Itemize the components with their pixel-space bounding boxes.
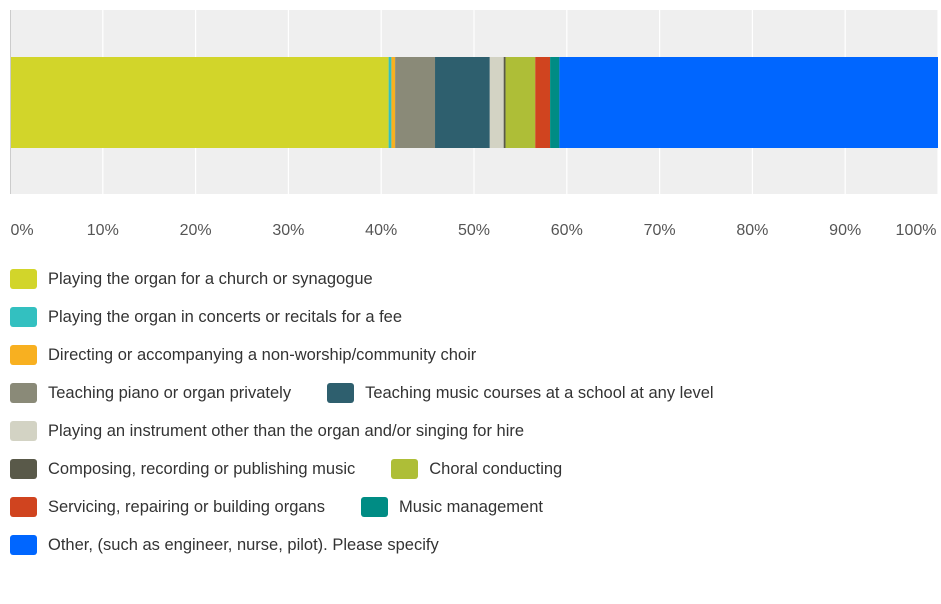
- bar-segment[interactable]: [395, 57, 436, 148]
- x-tick-label: 60%: [550, 222, 583, 239]
- legend-label: Servicing, repairing or building organs: [48, 497, 325, 516]
- legend-row: Playing the organ for a church or synago…: [10, 268, 935, 290]
- legend-label: Playing an instrument other than the org…: [48, 421, 525, 440]
- bar-segment[interactable]: [503, 57, 506, 148]
- legend-item-composing[interactable]: Composing, recording or publishing music: [10, 459, 355, 479]
- x-tick-label: 30%: [272, 222, 305, 239]
- bar-segment[interactable]: [550, 57, 560, 148]
- legend-label: Other, (such as engineer, nurse, pilot).…: [48, 535, 439, 554]
- legend-label: Playing the organ for a church or synago…: [48, 269, 373, 288]
- legend-item-private-teaching[interactable]: Teaching piano or organ privately: [10, 383, 291, 403]
- x-tick-label: 40%: [365, 222, 398, 239]
- legend-item-concert-organ[interactable]: Playing the organ in concerts or recital…: [10, 307, 402, 327]
- legend-swatch: [10, 535, 37, 555]
- legend: Playing the organ for a church or synago…: [10, 268, 935, 572]
- legend-label: Choral conducting: [429, 459, 563, 478]
- legend-swatch: [10, 497, 37, 517]
- bar-segment[interactable]: [10, 57, 389, 148]
- legend-label: Music management: [399, 497, 543, 516]
- bar-segment[interactable]: [559, 57, 938, 148]
- legend-label: Directing or accompanying a non-worship/…: [48, 345, 477, 364]
- legend-row: Directing or accompanying a non-worship/…: [10, 344, 935, 366]
- legend-swatch: [10, 421, 37, 441]
- x-tick-label: 0%: [10, 222, 34, 239]
- legend-swatch: [10, 459, 37, 479]
- legend-swatch: [10, 383, 37, 403]
- legend-label: Teaching piano or organ privately: [48, 383, 292, 402]
- legend-item-school-teaching[interactable]: Teaching music courses at a school at an…: [327, 383, 714, 403]
- legend-row: Servicing, repairing or building organs …: [10, 496, 935, 518]
- legend-swatch: [10, 345, 37, 365]
- bar-segment[interactable]: [489, 57, 504, 148]
- bar-segment[interactable]: [505, 57, 536, 148]
- x-tick-label: 80%: [736, 222, 769, 239]
- x-tick-label: 70%: [643, 222, 676, 239]
- bar-segment[interactable]: [391, 57, 396, 148]
- x-tick-label: 50%: [457, 222, 491, 239]
- x-tick-label: 10%: [86, 222, 119, 239]
- legend-row: Composing, recording or publishing music…: [10, 458, 935, 480]
- x-tick-label: 20%: [179, 222, 212, 239]
- legend-item-choral-conducting[interactable]: Choral conducting: [391, 459, 562, 479]
- legend-label: Composing, recording or publishing music: [48, 459, 356, 478]
- legend-swatch: [361, 497, 388, 517]
- legend-swatch: [10, 307, 37, 327]
- legend-item-other[interactable]: Other, (such as engineer, nurse, pilot).…: [10, 535, 439, 555]
- legend-row: Playing the organ in concerts or recital…: [10, 306, 935, 328]
- bar-segment[interactable]: [388, 57, 392, 148]
- legend-label: Teaching music courses at a school at an…: [365, 383, 714, 402]
- legend-item-organ-servicing[interactable]: Servicing, repairing or building organs: [10, 497, 325, 517]
- x-tick-label: 90%: [829, 222, 862, 239]
- legend-item-community-choir[interactable]: Directing or accompanying a non-worship/…: [10, 345, 476, 365]
- legend-item-music-management[interactable]: Music management: [361, 497, 543, 517]
- legend-row: Playing an instrument other than the org…: [10, 420, 935, 442]
- legend-row: Teaching piano or organ privately Teachi…: [10, 382, 935, 404]
- bar-segment[interactable]: [535, 57, 551, 148]
- legend-swatch: [391, 459, 419, 479]
- bar-segment[interactable]: [435, 57, 490, 148]
- legend-swatch: [327, 383, 355, 403]
- legend-item-church-organ[interactable]: Playing the organ for a church or synago…: [10, 269, 373, 289]
- bar-segments: [10, 57, 938, 148]
- legend-label: Playing the organ in concerts or recital…: [48, 307, 403, 326]
- legend-row: Other, (such as engineer, nurse, pilot).…: [10, 534, 935, 556]
- legend-swatch: [10, 269, 37, 289]
- legend-item-other-instrument[interactable]: Playing an instrument other than the org…: [10, 421, 524, 441]
- x-tick-label: 100%: [895, 222, 937, 239]
